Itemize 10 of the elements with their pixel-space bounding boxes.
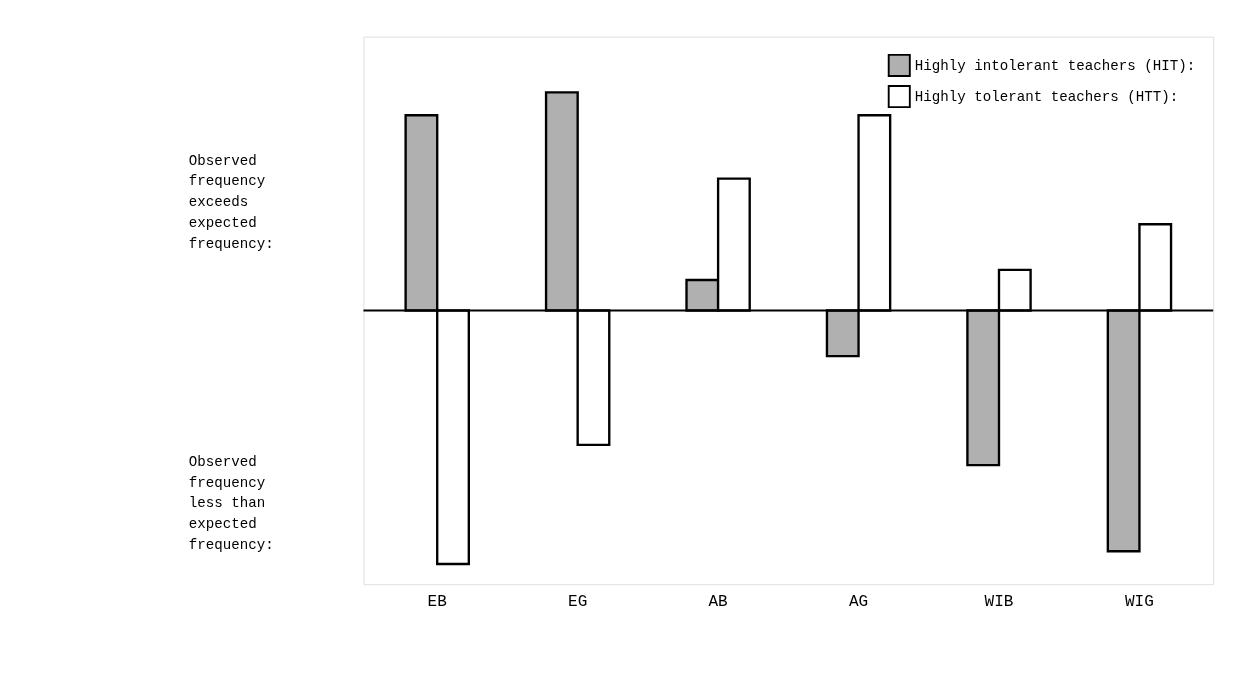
x-tick-label: EG — [568, 593, 588, 612]
x-tick-label: WIG — [1125, 593, 1154, 612]
x-tick-label: EB — [427, 593, 448, 612]
legend-label: Highly intolerant teachers (HIT): — [914, 58, 1196, 75]
text: Observed frequency less than expected frequency: — [188, 453, 274, 553]
x-tick-label: WIB — [984, 593, 1014, 612]
x-tick-label: AB — [708, 593, 729, 612]
legend-label: Highly tolerant teachers (HTT): — [914, 89, 1179, 106]
text: Observed frequency exceeds expected frequency: — [188, 152, 274, 252]
x-tick-label: AG — [848, 593, 869, 612]
